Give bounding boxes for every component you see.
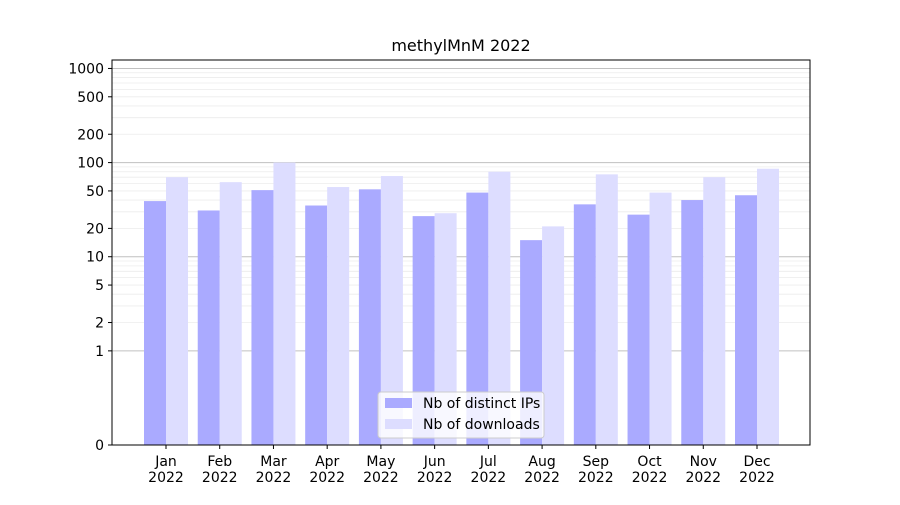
x-tick-label: Jun 2022 xyxy=(417,454,453,486)
bar-downloads-10 xyxy=(703,177,726,446)
x-tick-label: Sep 2022 xyxy=(578,454,614,486)
x-tick-label: Aug 2022 xyxy=(524,454,560,486)
bar-downloads-1 xyxy=(219,182,242,445)
x-tick-label: Mar 2022 xyxy=(256,454,292,486)
y-tick-label: 10 xyxy=(86,250,104,266)
bar-distinct-ips-3 xyxy=(305,205,328,445)
bar-downloads-5 xyxy=(434,213,457,445)
bar-downloads-8 xyxy=(595,174,618,445)
bar-distinct-ips-1 xyxy=(197,210,220,445)
legend-swatch-distinct-ips xyxy=(385,398,412,408)
bar-downloads-4 xyxy=(380,176,403,445)
bar-distinct-ips-9 xyxy=(627,214,650,445)
x-tick-label: Jul 2022 xyxy=(471,454,507,486)
legend-label-distinct-ips: Nb of distinct IPs xyxy=(423,396,540,412)
bar-distinct-ips-4 xyxy=(358,189,381,445)
bar-distinct-ips-6 xyxy=(466,192,489,445)
legend-swatch-downloads xyxy=(385,419,412,429)
bar-downloads-0 xyxy=(166,177,188,446)
y-tick-label: 5 xyxy=(95,278,104,294)
x-tick-label: May 2022 xyxy=(363,454,399,486)
x-tick-label: Feb 2022 xyxy=(202,454,238,486)
y-tick-label: 500 xyxy=(77,90,104,106)
bar-distinct-ips-8 xyxy=(573,204,596,445)
bar-downloads-6 xyxy=(488,171,511,445)
legend: Nb of distinct IPs Nb of downloads xyxy=(377,391,545,439)
y-tick-label: 20 xyxy=(86,221,104,237)
x-axis-ticks: Jan 2022 Feb 2022 Mar 2022 Apr 2022 May 2022 Jun 20… xyxy=(148,445,775,486)
bar-downloads-9 xyxy=(649,192,672,445)
y-tick-label: 2 xyxy=(95,316,104,332)
x-tick-label: Oct 2022 xyxy=(632,454,668,486)
y-tick-label: 200 xyxy=(77,127,104,143)
bar-distinct-ips-11 xyxy=(735,195,757,445)
bar-downloads-2 xyxy=(273,162,296,445)
legend-box xyxy=(377,391,545,439)
x-tick-label: Nov 2022 xyxy=(685,454,721,486)
y-tick-label: 1000 xyxy=(68,61,104,77)
chart-title: methylMnM 2022 xyxy=(391,36,530,55)
axes xyxy=(111,59,811,446)
x-tick-label: Dec 2022 xyxy=(739,454,775,486)
bar-downloads-11 xyxy=(757,168,779,445)
bar-distinct-ips-5 xyxy=(412,216,435,445)
bar-distinct-ips-10 xyxy=(681,200,704,445)
y-tick-label: 100 xyxy=(77,156,104,172)
bar-distinct-ips-2 xyxy=(251,190,274,445)
bar-downloads-7 xyxy=(542,226,565,445)
x-tick-label: Jan 2022 xyxy=(148,454,184,486)
bar-distinct-ips-0 xyxy=(144,201,166,445)
y-tick-label: 0 xyxy=(95,438,104,454)
plot-frame xyxy=(111,59,811,446)
y-axis-ticks: 0 1 2 5 10 20 50 100 200 500 1000 xyxy=(68,61,112,454)
bar-downloads-3 xyxy=(327,187,350,445)
y-tick-label: 1 xyxy=(95,344,104,360)
legend-label-downloads: Nb of downloads xyxy=(423,417,540,433)
x-tick-label: Apr 2022 xyxy=(309,454,345,486)
y-tick-label: 50 xyxy=(86,184,104,200)
